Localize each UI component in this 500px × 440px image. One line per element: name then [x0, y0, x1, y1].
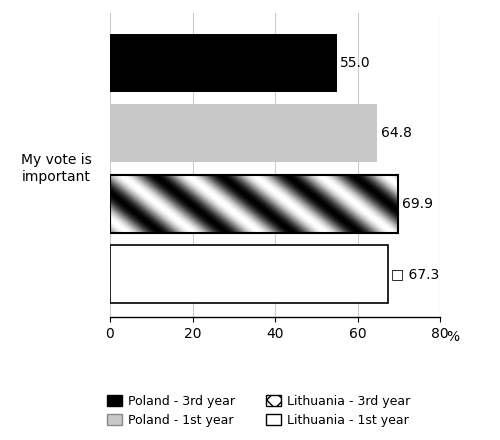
Text: 69.9: 69.9	[402, 197, 432, 211]
Bar	[110, 246, 388, 304]
Text: My vote is
important: My vote is important	[21, 154, 92, 183]
Text: □ 67.3: □ 67.3	[391, 268, 439, 282]
Bar	[110, 34, 337, 92]
Text: 55.0: 55.0	[340, 55, 371, 70]
Text: 64.8: 64.8	[380, 126, 412, 140]
Text: %: %	[446, 330, 460, 344]
Bar	[110, 175, 399, 233]
Legend: Poland - 3rd year, Poland - 1st year, Lithuania - 3rd year, Lithuania - 1st year: Poland - 3rd year, Poland - 1st year, Li…	[102, 390, 415, 432]
Bar	[110, 104, 378, 162]
